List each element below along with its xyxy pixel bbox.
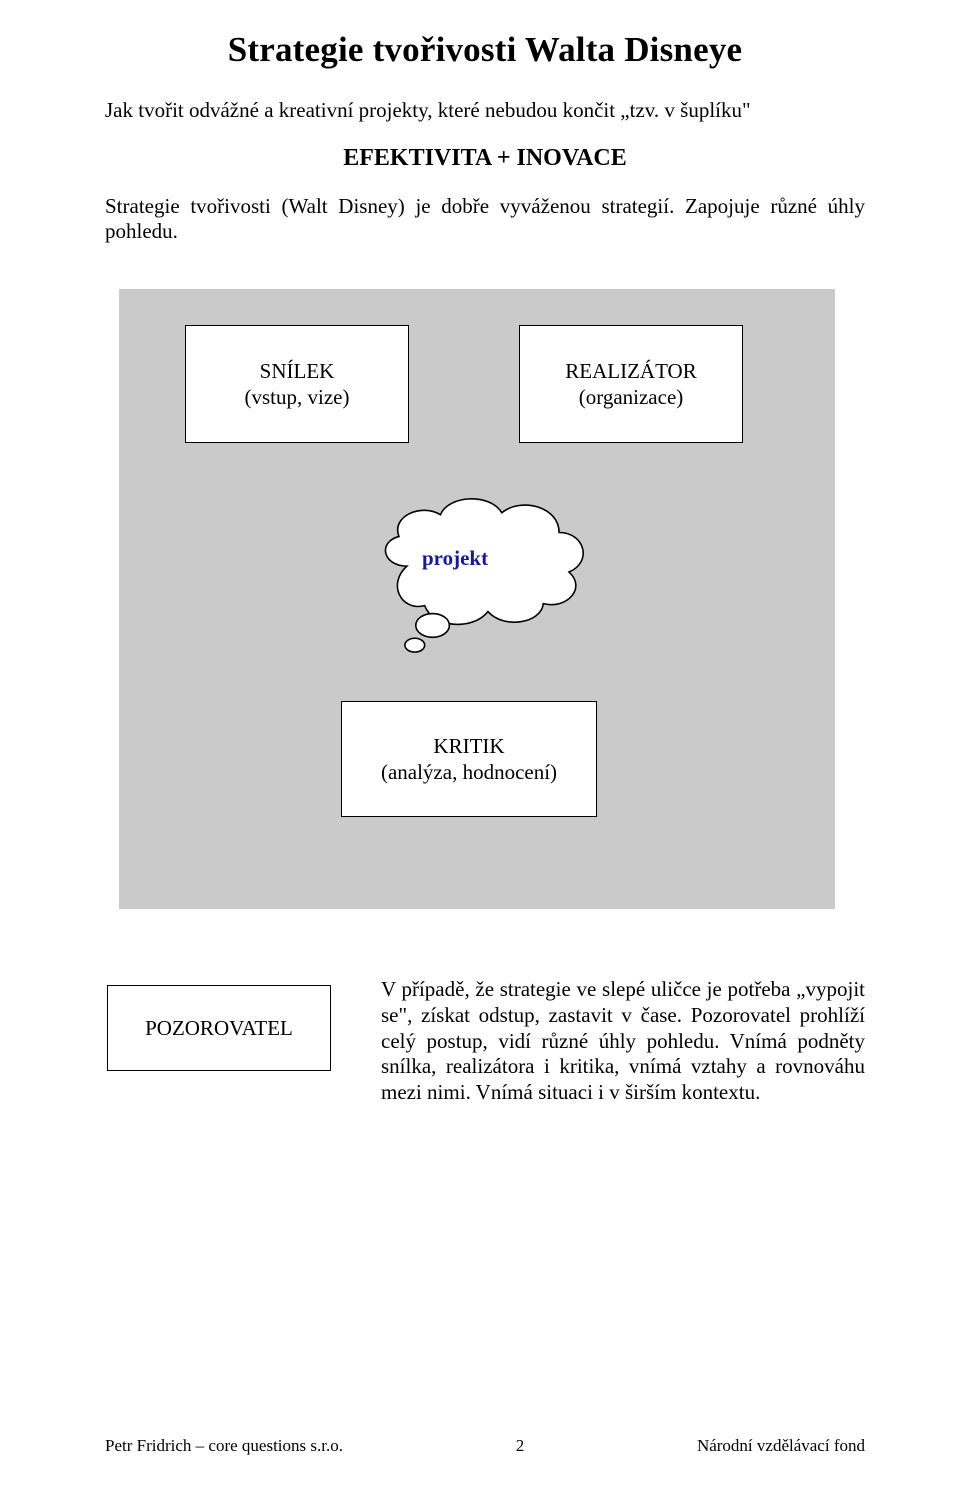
diagram-container: SNÍLEK (vstup, vize) REALIZÁTOR (organiz…: [107, 289, 847, 909]
page-title: Strategie tvořivosti Walta Disneye: [105, 30, 865, 70]
box-snilek-title: SNÍLEK: [260, 358, 335, 384]
observer-text: V případě, že strategie ve slepé uličce …: [381, 977, 865, 1106]
box-kritik-title: KRITIK: [433, 733, 504, 759]
box-realizator: REALIZÁTOR (organizace): [519, 325, 743, 443]
box-realizator-subtitle: (organizace): [579, 384, 684, 410]
box-snilek-subtitle: (vstup, vize): [245, 384, 350, 410]
footer-page-number: 2: [490, 1436, 550, 1456]
box-realizator-title: REALIZÁTOR: [565, 358, 696, 384]
page: Strategie tvořivosti Walta Disneye Jak t…: [0, 0, 960, 1502]
observer-row: POZOROVATEL V případě, že strategie ve s…: [107, 977, 865, 1106]
footer: Petr Fridrich – core questions s.r.o. 2 …: [105, 1436, 865, 1456]
intro-paragraph: Jak tvořit odvážné a kreativní projekty,…: [105, 98, 865, 123]
box-snilek: SNÍLEK (vstup, vize): [185, 325, 409, 443]
box-pozorovatel: POZOROVATEL: [107, 985, 331, 1071]
description-paragraph: Strategie tvořivosti (Walt Disney) je do…: [105, 194, 865, 244]
box-kritik: KRITIK (analýza, hodnocení): [341, 701, 597, 817]
box-kritik-subtitle: (analýza, hodnocení): [381, 759, 557, 785]
projekt-label: projekt: [422, 546, 488, 571]
footer-left: Petr Fridrich – core questions s.r.o.: [105, 1436, 343, 1456]
formula-centerline: EFEKTIVITA + INOVACE: [105, 145, 865, 172]
box-pozorovatel-label: POZOROVATEL: [145, 1016, 293, 1041]
footer-right: Národní vzdělávací fond: [697, 1436, 865, 1456]
cloud-icon: [363, 489, 601, 661]
projekt-cloud: [363, 489, 601, 661]
